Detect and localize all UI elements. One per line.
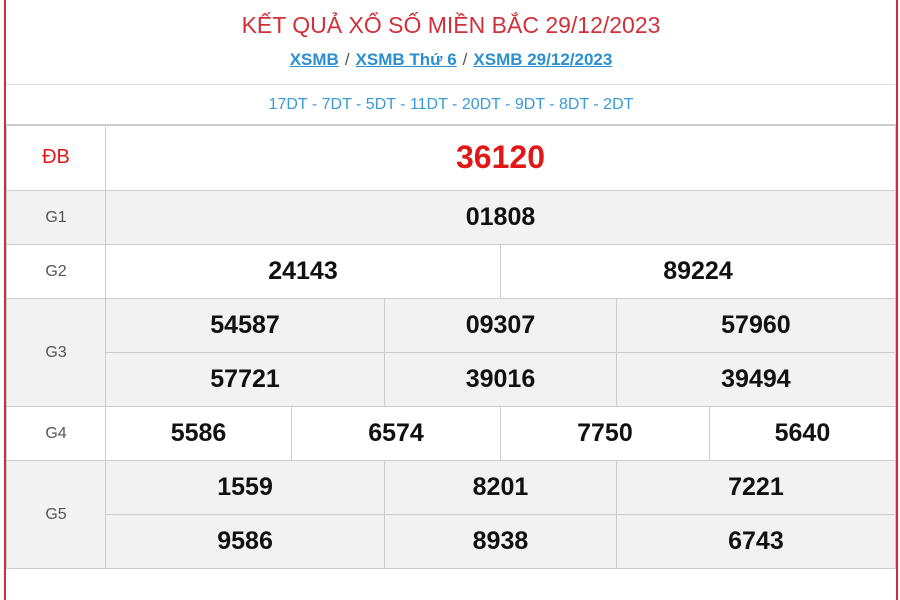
breadcrumb-xsmb[interactable]: XSMB [289,50,339,69]
row-db: ĐB 36120 [6,124,896,191]
prize-number: 09307 [384,298,617,353]
special-prize-number: 36120 [105,124,896,191]
prize-number: 57721 [104,352,386,407]
prize-number: 7221 [615,460,897,515]
prize-number: 5586 [104,406,293,461]
row-g1: G1 01808 [6,190,896,245]
prize-number: 9586 [104,514,386,569]
breadcrumb-separator: / [462,50,468,69]
row-g4: G4 5586 6574 7750 5640 [6,406,897,461]
prize-number: 39016 [384,352,617,407]
row-g5: G5 1559 8201 7221 [6,460,897,569]
row-g2: G2 24143 89224 [6,244,897,299]
prize-number: 8201 [384,460,617,515]
row-g3b: 57721 39016 39494 [6,352,897,407]
prize-label: G4 [6,406,106,461]
row-g3: G3 54587 09307 57960 [6,298,897,407]
breadcrumb: XSMB / XSMB Thứ 6 / XSMB 29/12/2023 [6,50,896,70]
prize-label: G1 [6,190,106,245]
results-panel: KẾT QUẢ XỔ SỐ MIỀN BẮC 29/12/2023 XSMB / X… [4,0,898,600]
prize-number: 7750 [499,406,710,461]
prize-number: 01808 [105,190,896,245]
prize-number: 89224 [499,244,897,299]
prize-number: 8938 [384,514,617,569]
breadcrumb-xsmb-thu6[interactable]: XSMB Thứ 6 [355,50,457,69]
prize-number: 39494 [615,352,897,407]
prize-number: 57960 [615,298,897,353]
prize-label: G5 [6,460,106,569]
row-g5b: 9586 8938 6743 [6,514,897,569]
prize-codes: 17DT - 7DT - 5DT - 11DT - 20DT - 9DT - 8… [6,84,896,126]
breadcrumb-separator: / [344,50,350,69]
prize-label: G3 [6,298,106,407]
breadcrumb-xsmb-date[interactable]: XSMB 29/12/2023 [473,50,613,69]
page-title: KẾT QUẢ XỔ SỐ MIỀN BẮC 29/12/2023 [241,12,661,38]
prize-label: G2 [6,244,106,299]
prize-number: 24143 [105,244,501,299]
prize-number: 5640 [708,406,897,461]
prize-number: 6574 [291,406,501,461]
prize-number: 6743 [615,514,897,569]
prize-number: 1559 [104,460,386,515]
prize-number: 54587 [104,298,386,353]
results-table: ĐB 36120 G1 01808 G2 24143 89224 G3 5458… [6,124,897,569]
prize-label: ĐB [6,124,106,191]
